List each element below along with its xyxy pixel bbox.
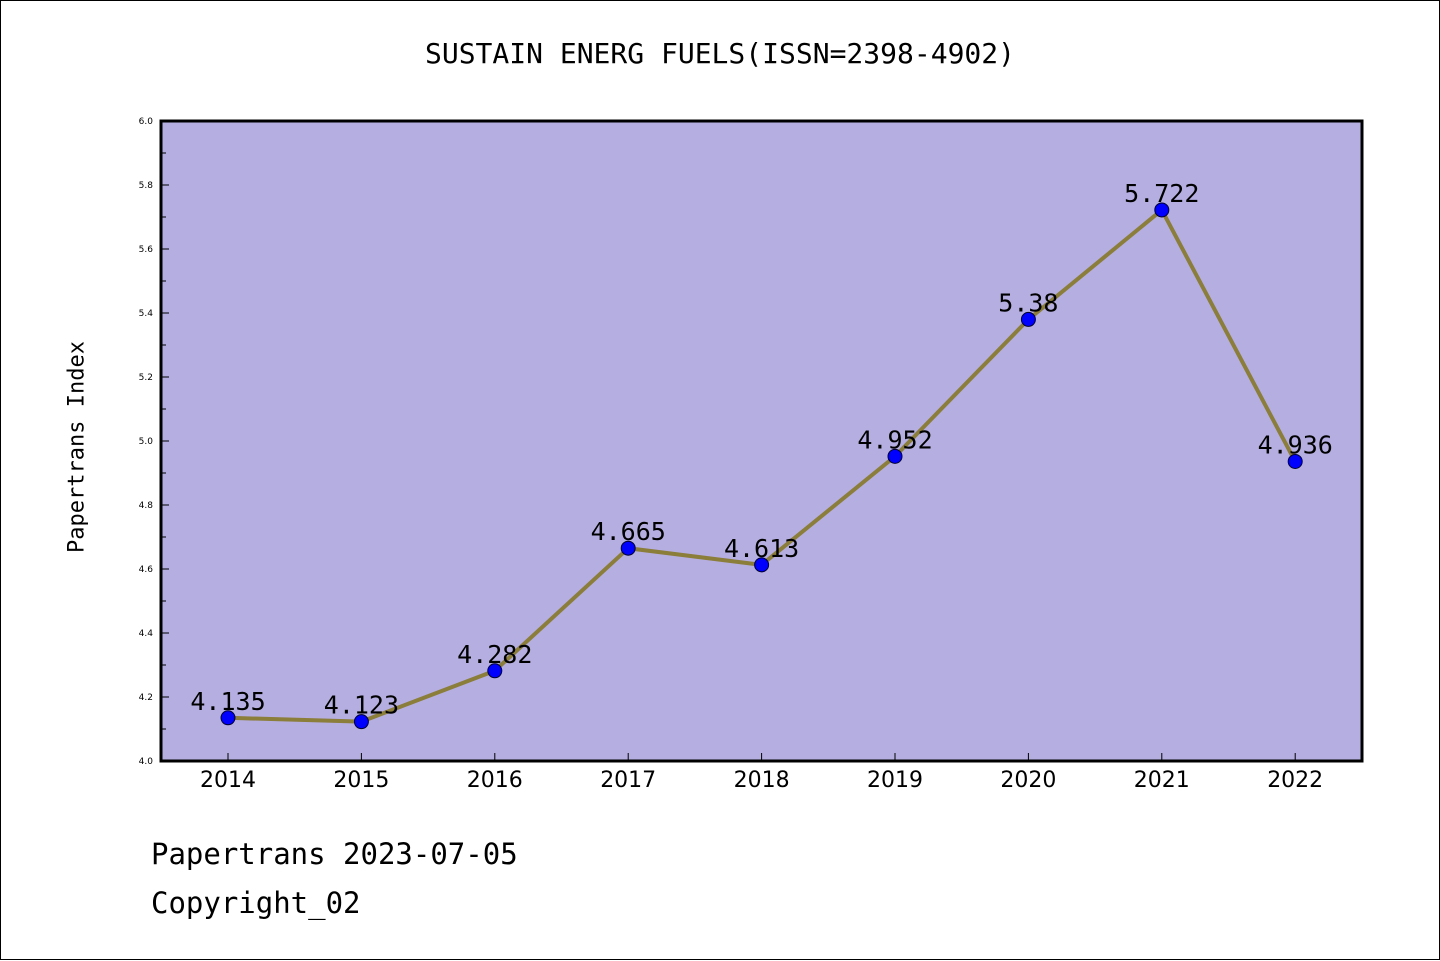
x-tick-label: 2021 — [1134, 768, 1190, 793]
data-point — [754, 557, 770, 573]
y-tick-label: 5.0 — [139, 437, 154, 447]
x-tick-label: 2020 — [1000, 768, 1056, 793]
plot-area — [159, 119, 1364, 763]
x-tick-label: 2015 — [333, 768, 389, 793]
y-tick-label: 4.4 — [139, 629, 154, 639]
x-tick-label: 2022 — [1267, 768, 1323, 793]
footer-copyright: Copyright_02 — [151, 886, 361, 920]
data-point — [1154, 202, 1170, 218]
data-label: 4.135 — [190, 687, 265, 716]
data-label: 5.722 — [1124, 179, 1199, 208]
y-tick-label: 4.8 — [139, 501, 154, 511]
y-tick-label: 5.8 — [139, 181, 154, 191]
footer-date: Papertrans 2023-07-05 — [151, 837, 518, 871]
data-label: 4.613 — [724, 534, 799, 563]
data-label: 4.936 — [1258, 430, 1333, 459]
chart-title: SUSTAIN ENERG FUELS(ISSN=2398-4902) — [424, 37, 1015, 70]
y-tick-label: 5.4 — [139, 309, 154, 319]
x-tick-label: 2016 — [467, 768, 523, 793]
y-tick-label: 6.0 — [139, 117, 154, 127]
y-tick-label: 4.0 — [139, 757, 154, 767]
data-label: 4.952 — [857, 425, 932, 454]
x-tick-label: 2017 — [600, 768, 656, 793]
data-point — [220, 710, 236, 726]
y-tick-label: 5.6 — [139, 245, 154, 255]
data-point — [487, 663, 503, 679]
data-label: 4.282 — [457, 640, 532, 669]
x-tick-label: 2018 — [734, 768, 790, 793]
y-tick-label: 5.2 — [139, 373, 153, 383]
y-axis: 4.0 4.2 4.4 4.6 4.8 5.0 5.2 5.4 5.6 5.8 6.0 — [139, 117, 169, 767]
series-layer — [220, 202, 1303, 730]
x-tick-label: 2014 — [200, 768, 256, 793]
data-point — [353, 714, 369, 730]
data-point — [887, 448, 903, 464]
data-point — [1020, 311, 1036, 327]
y-tick-label: 4.6 — [139, 565, 154, 575]
data-point — [1287, 453, 1303, 469]
x-axis: 2014 2015 2016 2017 2018 2019 2020 2021 2022 — [200, 753, 1323, 793]
data-labels: 4.135 4.123 4.282 4.665 4.613 4.952 5.38 5.722 4… — [190, 179, 1332, 720]
x-tick-label: 2019 — [867, 768, 923, 793]
data-label: 5.38 — [998, 288, 1058, 317]
data-point — [620, 540, 636, 556]
y-tick-label: 4.2 — [139, 693, 153, 703]
data-label: 4.123 — [324, 691, 399, 720]
data-label: 4.665 — [591, 517, 666, 546]
